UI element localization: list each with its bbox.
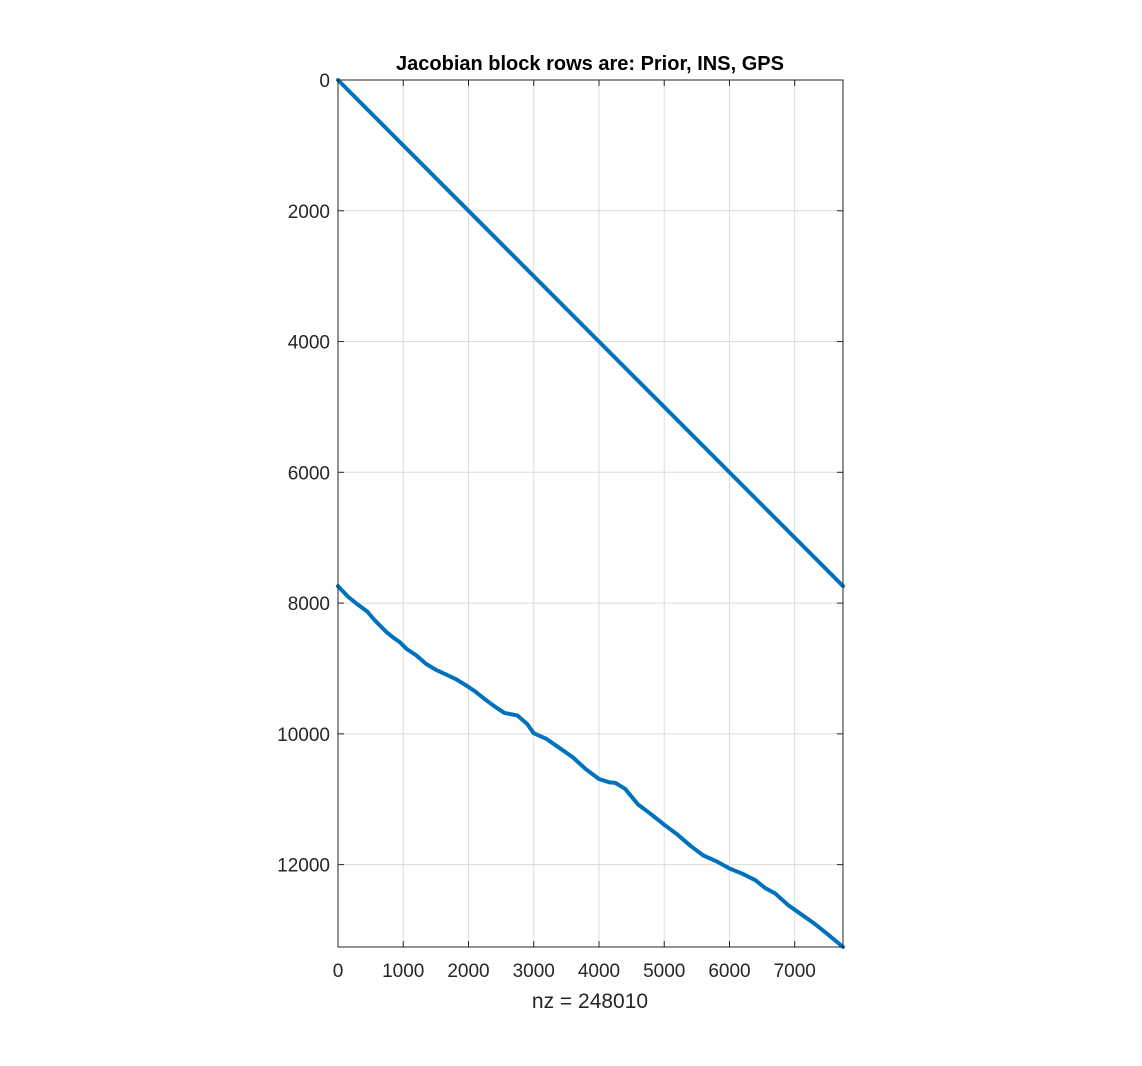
nonzero-point — [502, 711, 506, 715]
nonzero-point — [515, 713, 520, 718]
nonzero-point — [473, 689, 477, 693]
axes-frame — [337, 79, 844, 948]
x-tick-label: 6000 — [708, 961, 750, 982]
nonzero-point — [727, 866, 732, 871]
nonzero-point — [356, 602, 360, 607]
y-tick-label: 8000 — [288, 594, 330, 615]
nonzero-point — [571, 755, 575, 760]
nonzero-point — [613, 781, 617, 785]
y-tick-label: 10000 — [277, 725, 330, 746]
nonzero-point — [636, 802, 640, 807]
x-tick-label: 5000 — [643, 961, 685, 982]
nonzero-point — [453, 677, 457, 681]
nonzero-point — [372, 617, 376, 622]
axis-ticks: 0 1000 2000 3000 4000 5000 6000 7000 0 2000 4000 60… — [277, 71, 843, 982]
sparsity-marks — [336, 78, 845, 949]
nonzero-point — [799, 912, 803, 916]
nonzero-point — [424, 662, 428, 666]
nonzero-point — [623, 787, 627, 791]
nonzero-point — [378, 624, 382, 628]
nonzero-point — [404, 647, 409, 651]
y-tick-label: 0 — [319, 71, 330, 92]
nonzero-point — [786, 903, 790, 907]
y-tick-label: 4000 — [288, 333, 330, 354]
nonzero-band-1 — [336, 78, 845, 589]
nonzero-point — [525, 722, 529, 726]
nonzero-point — [532, 731, 536, 735]
nonzero-point — [414, 653, 418, 658]
nonzero-band-2 — [336, 584, 845, 949]
x-axis-label: nz = 248010 — [532, 990, 648, 1013]
nonzero-point — [597, 777, 601, 781]
nonzero-point — [754, 878, 758, 882]
y-tick-label: 2000 — [288, 202, 330, 223]
nonzero-point — [463, 683, 467, 687]
nonzero-point — [385, 630, 389, 635]
nonzero-point — [346, 594, 350, 599]
nonzero-point — [545, 737, 549, 741]
x-tick-label: 4000 — [578, 961, 620, 982]
nonzero-point — [483, 697, 487, 701]
nonzero-point — [398, 640, 402, 644]
nonzero-point — [444, 672, 448, 676]
nonzero-point — [763, 886, 768, 890]
nonzero-point — [688, 844, 692, 848]
x-tick-label: 0 — [333, 961, 344, 982]
nonzero-point — [558, 746, 562, 750]
x-tick-label: 2000 — [447, 961, 489, 982]
nonzero-point — [812, 921, 816, 926]
nonzero-point — [365, 610, 369, 614]
nonzero-point — [584, 767, 588, 771]
x-tick-label: 7000 — [774, 961, 816, 982]
x-tick-label: 1000 — [382, 961, 424, 982]
nonzero-point — [493, 704, 497, 709]
nonzero-point — [434, 668, 438, 672]
nonzero-point — [675, 832, 679, 837]
nonzero-point — [607, 780, 611, 784]
nonzero-point — [773, 891, 777, 896]
nonzero-point — [649, 812, 653, 816]
nonzero-point — [391, 636, 396, 640]
y-tick-label: 12000 — [277, 856, 330, 877]
y-tick-label: 6000 — [288, 463, 330, 484]
chart-title: Jacobian block rows are: Prior, INS, GPS — [396, 53, 784, 75]
nonzero-point — [662, 823, 666, 827]
nonzero-point — [701, 853, 706, 858]
nonzero-point — [825, 932, 829, 936]
x-tick-label: 3000 — [513, 961, 555, 982]
grid-lines — [337, 79, 843, 947]
nonzero-point — [714, 859, 719, 863]
nonzero-point — [740, 872, 745, 876]
